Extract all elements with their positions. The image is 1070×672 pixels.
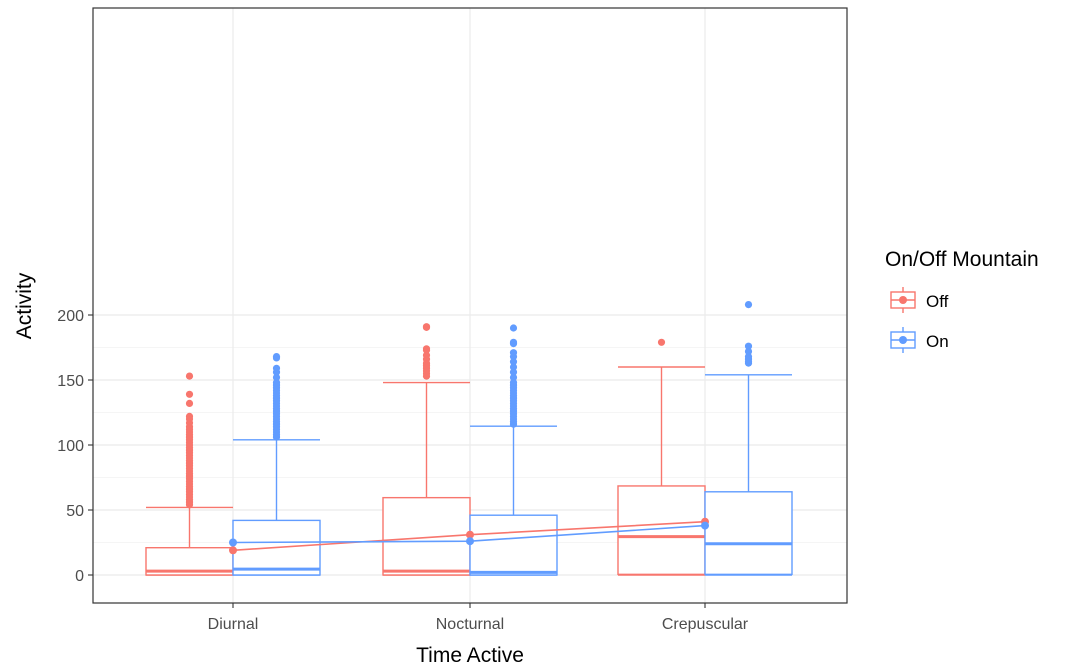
outlier-point <box>744 353 753 361</box>
outlier-point <box>185 412 194 420</box>
mean-point <box>466 537 474 546</box>
y-axis: 0 50 100 150 200 <box>57 308 93 585</box>
x-axis-title: Time Active <box>416 644 524 667</box>
outlier-point <box>744 342 753 350</box>
outlier-point <box>509 349 518 357</box>
outlier-point <box>185 390 194 398</box>
outlier-point <box>422 345 431 353</box>
y-tick-label: 100 <box>57 438 84 455</box>
x-tick-label: Crepuscular <box>662 616 749 633</box>
y-tick-label: 0 <box>75 568 84 585</box>
outlier-point <box>185 372 194 380</box>
legend-key-on <box>890 327 916 353</box>
outlier-point <box>185 399 194 407</box>
outlier-point <box>509 373 518 381</box>
mean-lines-layer <box>229 517 709 555</box>
y-tick-label: 200 <box>57 308 84 325</box>
legend-item-off: Off <box>890 287 949 313</box>
outlier-point <box>509 324 518 332</box>
outlier-point <box>509 338 518 346</box>
outlier-point <box>657 338 666 346</box>
y-tick-label: 50 <box>66 503 84 520</box>
box-on-nocturnal <box>469 324 558 576</box>
legend-key-off <box>890 287 916 313</box>
box-off-diurnal <box>145 372 234 576</box>
legend-point <box>899 296 907 304</box>
legend-title: On/Off Mountain <box>885 248 1039 271</box>
mean-point <box>466 530 474 539</box>
mean-point <box>229 546 237 555</box>
outlier-point <box>509 368 518 376</box>
outlier-point <box>422 323 431 331</box>
outlier-point <box>422 351 431 359</box>
box-off-crepuscular <box>617 338 706 576</box>
boxes-layer <box>145 301 793 576</box>
box-iqr <box>469 514 558 576</box>
legend-label-on: On <box>926 332 949 351</box>
x-axis: Diurnal Nocturnal Crepuscular <box>208 603 749 633</box>
box-iqr <box>704 491 793 576</box>
mean-point <box>701 521 709 530</box>
outlier-point <box>272 373 281 381</box>
legend-point <box>899 336 907 344</box>
legend-item-on: On <box>890 327 949 353</box>
mean-point <box>229 538 237 547</box>
outlier-point <box>509 358 518 366</box>
y-tick-label: 150 <box>57 373 84 390</box>
outlier-point <box>272 379 281 387</box>
x-tick-label: Diurnal <box>208 616 259 633</box>
outlier-point <box>744 301 753 309</box>
outlier-point <box>272 353 281 361</box>
legend-label-off: Off <box>926 292 949 311</box>
outlier-point <box>509 363 518 371</box>
outlier-point <box>509 379 518 387</box>
outlier-point <box>744 347 753 355</box>
outlier-point <box>272 364 281 372</box>
box-on-crepuscular <box>704 301 793 576</box>
y-axis-title: Activity <box>13 272 36 339</box>
box-iqr <box>232 519 321 576</box>
legend: On/Off Mountain Off On <box>885 248 1039 353</box>
box-on-diurnal <box>232 353 321 576</box>
x-tick-label: Nocturnal <box>436 616 504 633</box>
